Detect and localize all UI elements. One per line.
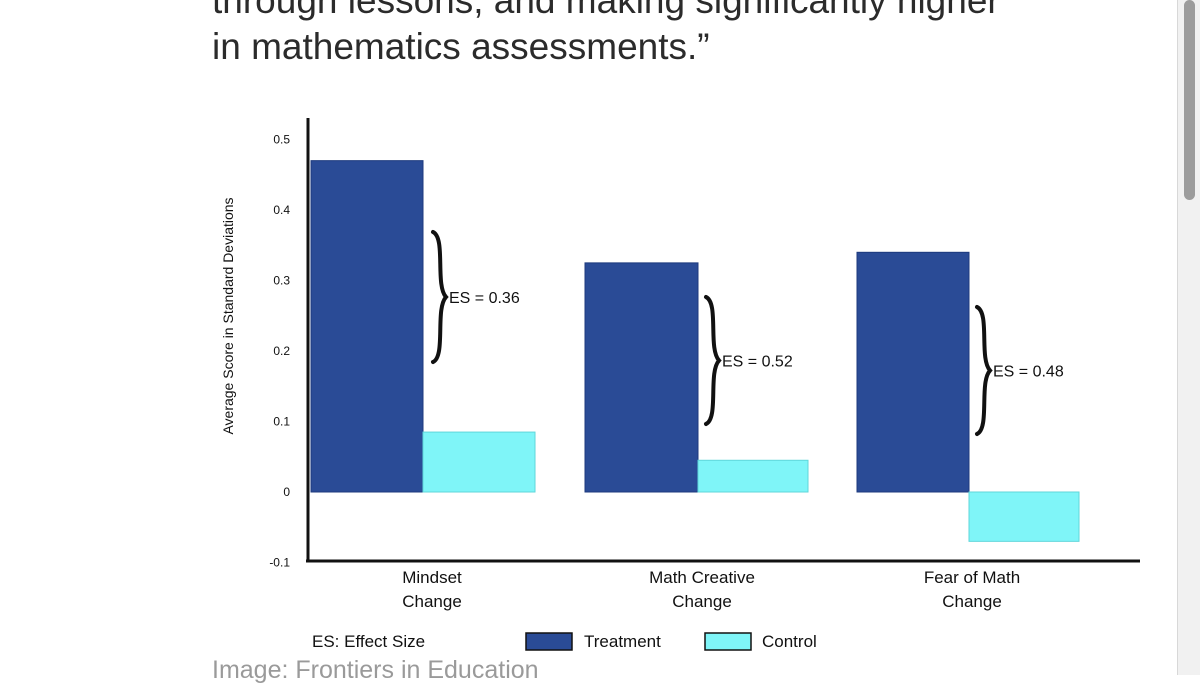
x-category-label: Change	[402, 592, 462, 611]
article-quote-line-2: in mathematics assessments.”	[212, 26, 710, 67]
x-category-label: Math Creative	[649, 568, 755, 587]
image-caption: Image: Frontiers in Education	[212, 656, 539, 684]
y-tick-label: 0.4	[273, 203, 290, 217]
effect-size-footnote: ES: Effect Size	[312, 632, 425, 651]
y-tick-label: 0	[283, 485, 290, 499]
y-tick-label: -0.1	[269, 556, 290, 570]
treatment-bar	[856, 251, 970, 493]
effect-size-brace	[975, 305, 993, 436]
x-category-label: Change	[942, 592, 1002, 611]
effect-size-label: ES = 0.52	[722, 354, 793, 371]
control-bar	[422, 431, 536, 493]
x-category-label: Fear of Math	[924, 568, 1020, 587]
control-bar	[697, 459, 809, 493]
treatment-bar	[310, 160, 424, 493]
legend-label: Control	[762, 632, 817, 651]
y-tick-label: 0.3	[273, 274, 290, 288]
control-bar	[968, 491, 1080, 542]
y-tick-label: 0.5	[273, 133, 290, 147]
y-tick-label: 0.2	[273, 344, 290, 358]
effect-size-label: ES = 0.48	[993, 364, 1064, 381]
treatment-bar	[584, 262, 699, 493]
scrollbar-thumb[interactable]	[1184, 0, 1195, 200]
effect-size-label: ES = 0.36	[449, 290, 520, 307]
legend-label: Treatment	[584, 632, 661, 651]
y-axis-label: Average Score in Standard Deviations	[220, 197, 236, 434]
effect-size-brace	[704, 295, 722, 426]
y-tick-label: 0.1	[273, 415, 290, 429]
article-quote-line-1: through lessons, and making significantl…	[212, 0, 1000, 21]
x-category-label: Change	[672, 592, 732, 611]
x-category-label: Mindset	[402, 568, 462, 587]
scrollbar[interactable]	[1177, 0, 1200, 675]
effect-size-brace	[431, 230, 449, 364]
legend-swatch	[704, 632, 752, 651]
legend-swatch	[525, 632, 573, 651]
